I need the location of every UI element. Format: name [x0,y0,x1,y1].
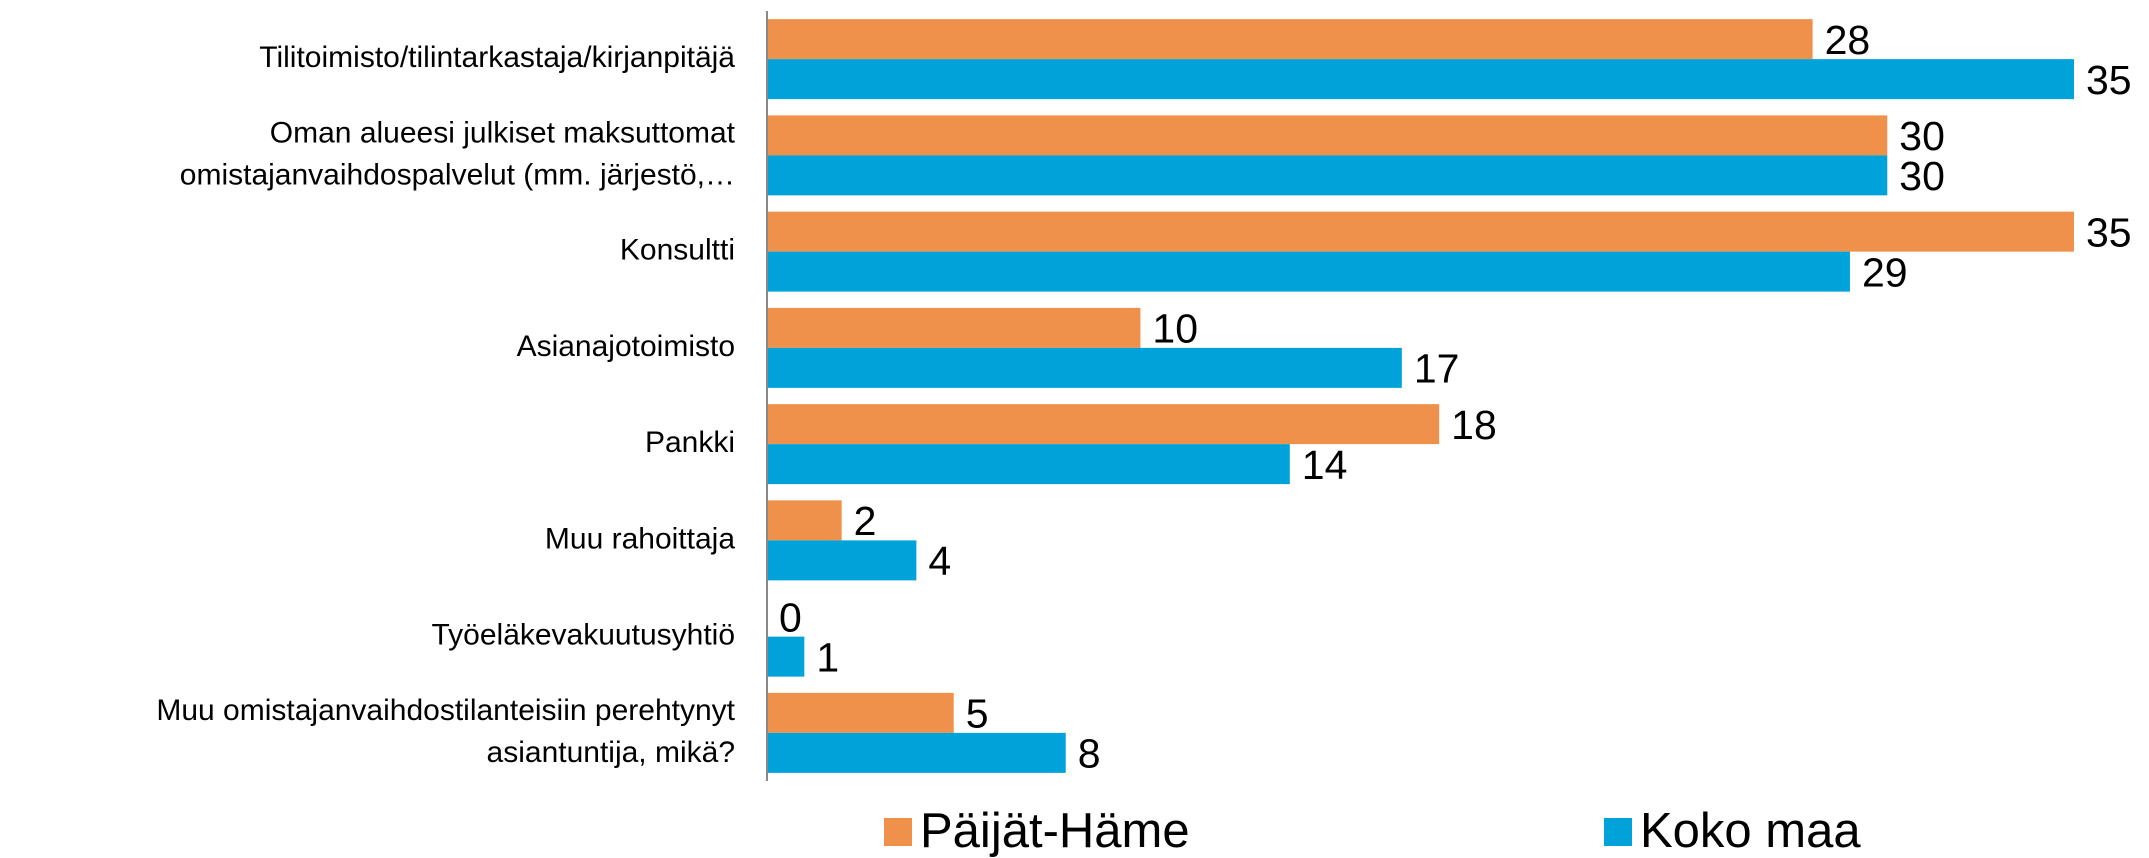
value-label: 29 [1862,249,1908,295]
bar [767,307,1141,348]
legend-swatch [1604,818,1632,846]
value-label: 2 [854,498,877,544]
legend-swatch [884,818,912,846]
value-label: 30 [1899,153,1945,199]
category-label: Konsultti [620,234,735,267]
bar [767,59,2074,100]
value-label: 35 [2086,57,2132,103]
value-label: 1 [816,634,839,680]
bar [767,251,1850,292]
category-label: Asianajotoimisto [517,330,735,363]
bar [767,211,2074,252]
bar [767,540,917,581]
bar [767,19,1813,60]
value-label: 8 [1078,731,1101,777]
bar [767,155,1888,196]
category-label: Tilitoimisto/tilintarkastaja/kirjanpitäj… [259,41,735,74]
value-label: 5 [966,691,989,737]
category-label: Oman alueesi julkiset maksuttomat [270,116,736,149]
bar [767,115,1888,156]
value-label: 17 [1414,346,1460,392]
bar [767,404,1440,445]
category-label: Pankki [645,426,735,459]
bar [767,444,1290,485]
value-label: 10 [1152,306,1198,352]
value-label: 4 [928,538,951,584]
category-label: Muu omistajanvaihdostilanteisiin perehty… [156,694,735,727]
bar [767,692,954,733]
category-label: asiantuntija, mikä? [487,736,735,769]
category-label: omistajanvaihdospalvelut (mm. järjestö,… [180,158,735,191]
value-label: 35 [2086,209,2132,255]
legend-label: Koko maa [1640,804,1861,858]
value-label: 18 [1451,402,1497,448]
value-label: 14 [1302,442,1348,488]
legend-label: Päijät-Häme [920,804,1190,858]
value-label: 0 [779,594,802,640]
category-label: Muu rahoittaja [545,522,735,555]
value-label: 30 [1899,113,1945,159]
bar [767,732,1066,773]
bar [767,636,805,677]
bar [767,500,842,541]
bar [767,347,1402,388]
value-label: 28 [1825,17,1871,63]
category-label: Työeläkevakuutusyhtiö [431,619,735,652]
